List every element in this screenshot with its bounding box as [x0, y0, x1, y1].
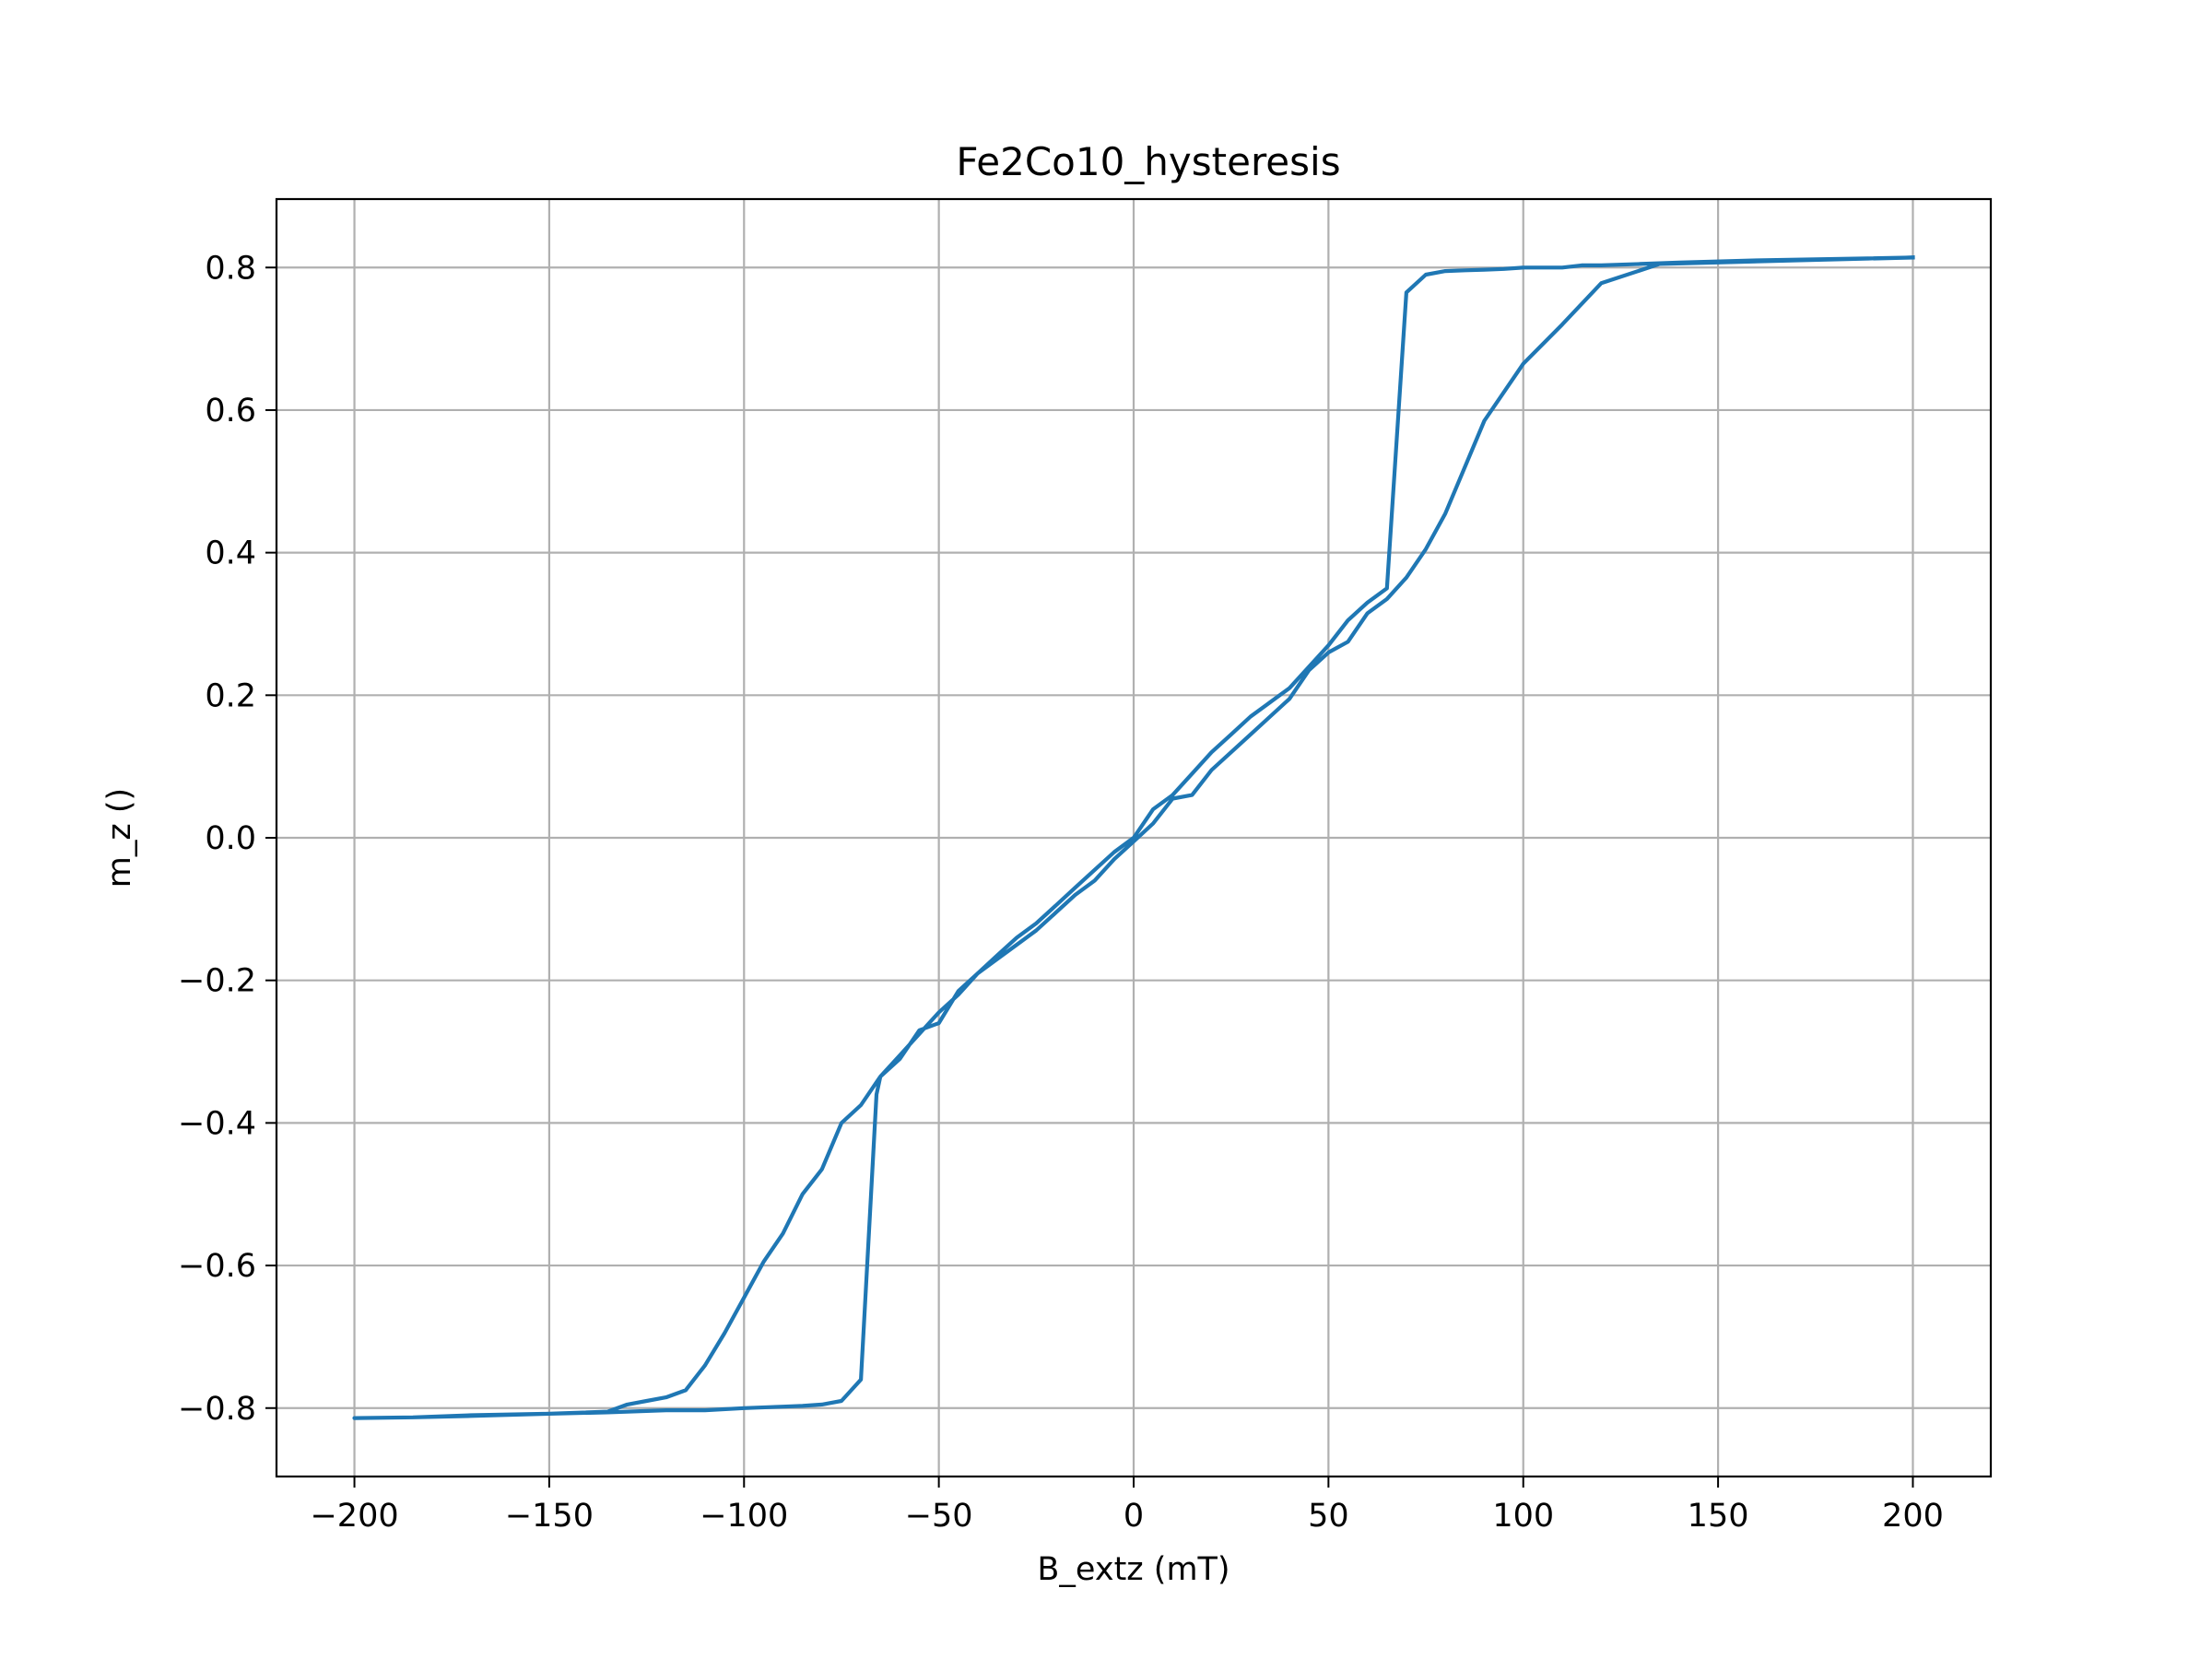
y-tick-label: −0.4: [178, 1105, 256, 1142]
y-tick-label: 0.8: [205, 250, 256, 287]
y-tick-label: 0.0: [205, 820, 256, 857]
series-layer: [352, 255, 1915, 1420]
x-tick-label: 50: [1308, 1498, 1349, 1535]
x-tick-label: 0: [1124, 1498, 1144, 1535]
axis-ticks: −200 −150 −100 −50 0 50 100 150 200 0.8 0.6 0.4 0.2 0…: [178, 250, 1944, 1535]
y-tick-label: 0.6: [205, 393, 256, 429]
y-tick-label: −0.8: [178, 1391, 256, 1428]
x-tick-label: 100: [1492, 1498, 1554, 1535]
y-tick-label: −0.2: [178, 963, 256, 1000]
y-axis-label: m_z (): [101, 788, 138, 888]
x-tick-label: 200: [1882, 1498, 1944, 1535]
hysteresis-curve: [352, 255, 1915, 1420]
x-tick-label: −100: [700, 1498, 788, 1535]
y-tick-label: 0.2: [205, 677, 256, 714]
x-axis-label: B_extz (mT): [1037, 1551, 1230, 1588]
y-tick-label: 0.4: [205, 535, 256, 572]
x-tick-label: 150: [1688, 1498, 1749, 1535]
x-tick-label: −50: [905, 1498, 973, 1535]
chart-title: Fe2Co10_hysteresis: [956, 139, 1340, 184]
x-tick-label: −200: [310, 1498, 398, 1535]
x-tick-label: −150: [505, 1498, 594, 1535]
y-tick-label: −0.6: [178, 1248, 256, 1285]
